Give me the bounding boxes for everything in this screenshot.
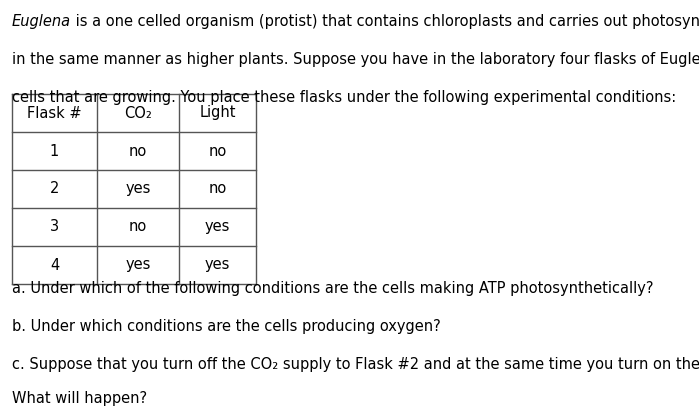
Text: Flask #: Flask # bbox=[27, 106, 82, 121]
Text: no: no bbox=[129, 144, 147, 159]
Text: Light: Light bbox=[199, 106, 236, 121]
Text: b. Under which conditions are the cells producing oxygen?: b. Under which conditions are the cells … bbox=[12, 319, 441, 334]
Text: 3: 3 bbox=[50, 220, 59, 234]
Text: cells that are growing. You place these flasks under the following experimental : cells that are growing. You place these … bbox=[12, 90, 676, 105]
Text: no: no bbox=[129, 220, 147, 234]
Text: yes: yes bbox=[125, 258, 151, 272]
Text: yes: yes bbox=[125, 182, 151, 196]
Text: What will happen?: What will happen? bbox=[12, 391, 147, 406]
Text: 1: 1 bbox=[50, 144, 59, 159]
Text: 2: 2 bbox=[50, 182, 59, 196]
Text: Euglena: Euglena bbox=[12, 14, 71, 29]
Text: a. Under which of the following conditions are the cells making ATP photosynthet: a. Under which of the following conditio… bbox=[12, 281, 654, 296]
Text: 4: 4 bbox=[50, 258, 59, 272]
Text: yes: yes bbox=[205, 258, 230, 272]
Text: in the same manner as higher plants. Suppose you have in the laboratory four fla: in the same manner as higher plants. Sup… bbox=[12, 52, 699, 67]
Text: CO₂: CO₂ bbox=[124, 106, 152, 121]
Text: no: no bbox=[208, 144, 226, 159]
Text: c. Suppose that you turn off the CO₂ supply to Flask #2 and at the same time you: c. Suppose that you turn off the CO₂ sup… bbox=[12, 357, 699, 372]
Text: is a one celled organism (protist) that contains chloroplasts and carries out ph: is a one celled organism (protist) that … bbox=[71, 14, 699, 29]
Text: no: no bbox=[208, 182, 226, 196]
Text: yes: yes bbox=[205, 220, 230, 234]
